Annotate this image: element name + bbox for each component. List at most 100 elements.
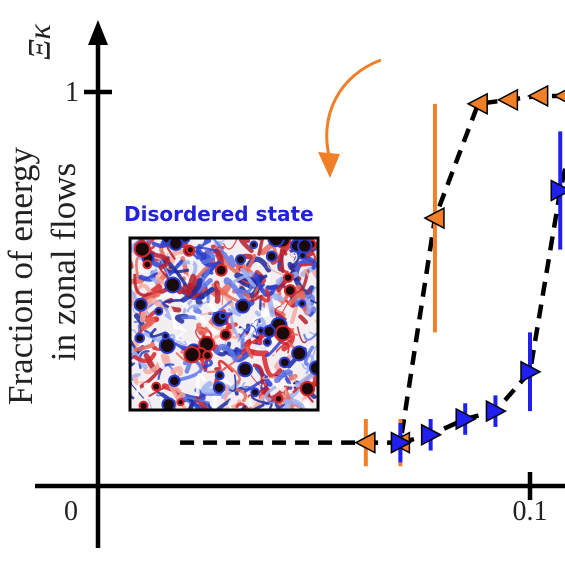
inset-streak [155, 353, 165, 369]
inset-vortex-core [299, 240, 311, 252]
inset-vortex-core [170, 376, 179, 386]
inset-streak [228, 398, 236, 410]
inset-vortex-core [239, 363, 251, 376]
y-axis-label: Fraction of energy [1, 147, 40, 405]
inset-streak [229, 315, 247, 339]
inset-vortex-core [214, 383, 224, 392]
inset-vortex-core [187, 247, 193, 253]
inset-vortex-core [237, 256, 244, 264]
inset-streak [232, 271, 255, 284]
inset-vortex-core [178, 400, 183, 405]
inset-streak [194, 396, 209, 410]
inset-streak [281, 386, 287, 398]
inset-vortex-core [284, 274, 292, 281]
inset-vortex-core [153, 383, 160, 390]
inset-streak [218, 399, 242, 410]
inset-streak [252, 314, 270, 324]
inset-streak [239, 267, 257, 288]
inset-streak [245, 346, 254, 359]
inset-label: Disordered state [124, 202, 314, 226]
inset-streak [216, 283, 239, 303]
inset-vortex-core [285, 286, 295, 295]
inset-streak [149, 328, 167, 338]
y-tick-label: 1 [65, 77, 79, 108]
inset-streak [287, 252, 302, 270]
inset-vortex-core [163, 333, 168, 338]
y-axis-symbol: Ξκ [21, 23, 57, 59]
inset-streak [200, 252, 223, 268]
inset-streak [142, 356, 168, 375]
inset-streak [171, 392, 186, 410]
inset-streak [296, 326, 308, 344]
inset-image [128, 236, 320, 412]
inset-vortex-core [216, 372, 223, 379]
inset-streak [130, 360, 134, 367]
inset-streak [134, 382, 141, 398]
inset-streak [263, 287, 285, 301]
inset-streak [235, 402, 251, 410]
inset-streak [130, 393, 135, 400]
data-point [466, 92, 488, 116]
inset-streak [147, 399, 152, 410]
inset-vortex-core [280, 358, 289, 367]
inset-streak [264, 385, 277, 401]
inset-vortex-core [264, 339, 270, 345]
inset-vortex-core [300, 253, 305, 258]
data-point [520, 360, 542, 383]
inset-streak [261, 355, 283, 379]
inset-streak [197, 311, 214, 317]
inset-streak [211, 238, 225, 254]
inset-streak [250, 290, 263, 302]
inset-streak [223, 238, 238, 250]
inset-streak [287, 290, 306, 306]
inset-streak [265, 341, 282, 358]
inset-streak [220, 354, 243, 372]
inset-streak [156, 393, 162, 397]
inset-vortex-core [200, 337, 214, 351]
inset-streak [252, 363, 265, 385]
inset-streak [254, 310, 267, 329]
inset-streak [142, 272, 159, 281]
inset-streak [302, 268, 309, 277]
inset-streak [298, 314, 309, 325]
inset-streak [133, 342, 155, 352]
inset-streak [195, 313, 218, 335]
data-point [527, 84, 549, 108]
x-tick-label: 0 [64, 496, 78, 527]
inset-streak [215, 300, 233, 314]
data-point [455, 407, 477, 431]
inset-streak [175, 332, 184, 341]
inset-streak [270, 245, 291, 265]
inset-streak [237, 318, 259, 342]
inset-vortex-core [166, 278, 180, 292]
inset-streak [195, 373, 206, 396]
inset-streak [167, 261, 189, 289]
inset-vortex-core [216, 265, 226, 275]
inset-streak [257, 238, 265, 256]
inset-streak [193, 299, 210, 310]
inset-streak [133, 273, 153, 297]
inset-streak [180, 277, 203, 303]
inset-streak [193, 305, 202, 315]
inset-vortex-core [221, 330, 230, 339]
inset-streak [273, 369, 293, 384]
inset-streak [138, 350, 150, 369]
inset-streak [309, 299, 318, 305]
inset-vortex-core [185, 347, 199, 362]
data-point [550, 179, 565, 202]
inset-streak [175, 360, 203, 383]
inset-streak [130, 283, 153, 308]
inset-streak [217, 359, 234, 373]
inset-streak [162, 298, 183, 309]
inset-streak [279, 247, 288, 274]
inset-streak [201, 249, 216, 265]
data-point [485, 399, 508, 423]
x-tick-label: 0.1 [513, 496, 548, 527]
inset-vortex-core [252, 389, 258, 396]
y-axis-arrow [88, 20, 108, 45]
inset-streak [240, 331, 267, 356]
inset-vortex-core [276, 326, 290, 340]
inset-streak [227, 364, 241, 385]
inset-vortex-core [237, 300, 249, 312]
inset-streak [139, 367, 162, 389]
